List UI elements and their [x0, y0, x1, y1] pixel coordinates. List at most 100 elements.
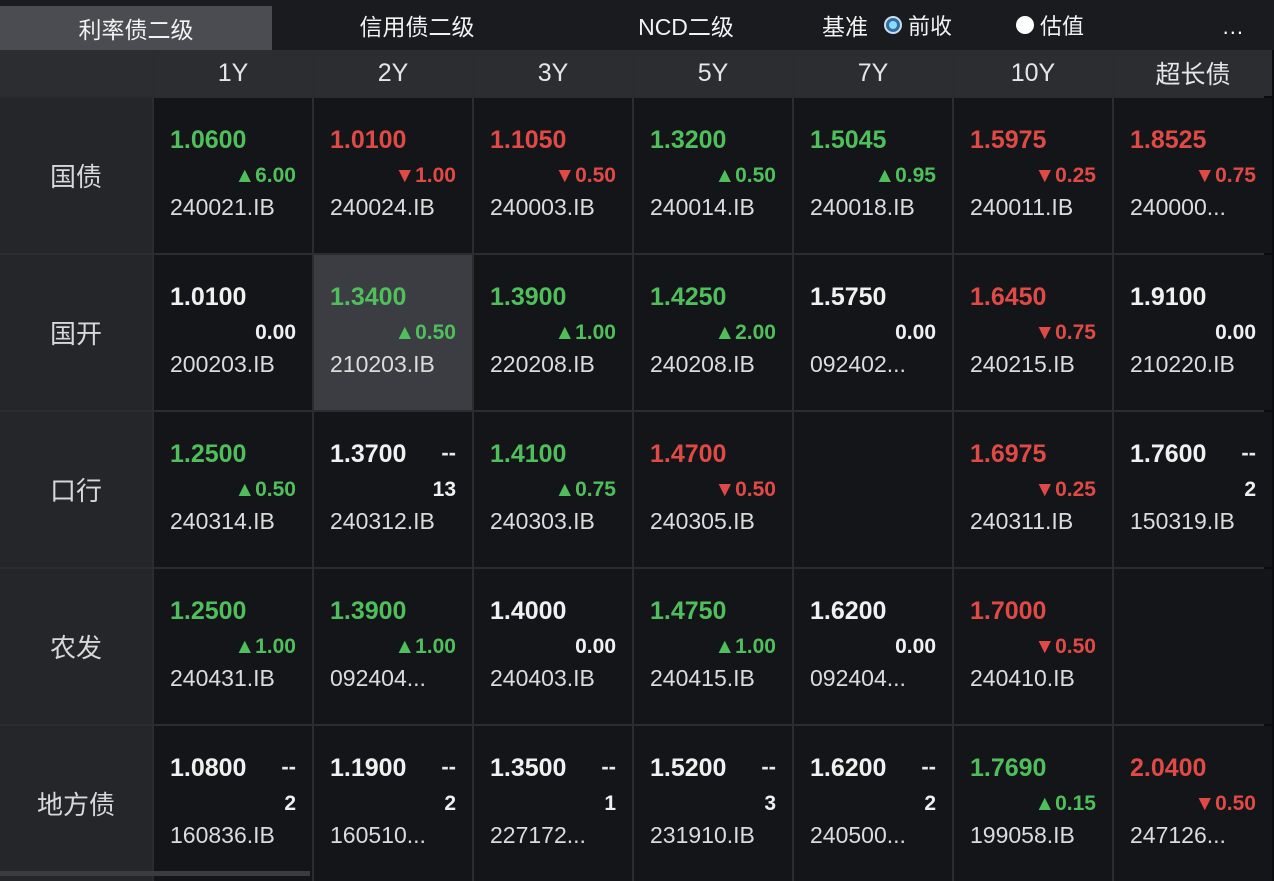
bond-code: 160510... — [330, 822, 426, 848]
yield-rate: 1.4250 — [650, 283, 727, 311]
column-header: 1Y — [154, 50, 312, 96]
bond-code: 240303.IB — [490, 508, 595, 534]
tab-ncd-secondary[interactable]: NCD二级 — [638, 14, 734, 40]
quote-cell[interactable]: 1.2500 ▲1.00 240431.IB — [154, 569, 312, 724]
bond-code: 227172... — [490, 822, 586, 848]
column-header: 10Y — [954, 50, 1112, 96]
quote-cell[interactable]: 1.3200 ▲0.50 240014.IB — [634, 98, 792, 253]
quote-cell[interactable]: 1.4100 ▲0.75 240303.IB — [474, 412, 632, 567]
quote-cell[interactable]: 1.8525 ▼0.75 240000... — [1114, 98, 1272, 253]
quote-cell[interactable]: 1.9100 0.00 210220.IB — [1114, 255, 1272, 410]
yield-change: ▼0.25 — [1034, 478, 1096, 501]
quote-cell[interactable]: 1.1050 ▼0.50 240003.IB — [474, 98, 632, 253]
quote-cell[interactable]: 1.0600 ▲6.00 240021.IB — [154, 98, 312, 253]
bond-code: 240305.IB — [650, 508, 755, 534]
quote-cell[interactable]: 1.4700 ▼0.50 240305.IB — [634, 412, 792, 567]
bond-code: 240312.IB — [330, 508, 435, 534]
row-header: 农发 — [0, 569, 152, 724]
tab-rate-bond-secondary[interactable]: 利率债二级 — [0, 6, 272, 50]
yield-change: ▼0.50 — [714, 478, 776, 501]
quote-cell[interactable]: 1.7000 ▼0.50 240410.IB — [954, 569, 1112, 724]
row-header: 国债 — [0, 98, 152, 253]
yield-rate: 1.6975 — [970, 440, 1047, 468]
quote-cell[interactable]: 1.6200 -- 2 240500... — [794, 726, 952, 881]
bond-code: 150319.IB — [1130, 508, 1235, 534]
quote-cell[interactable]: 1.3700 -- 13 240312.IB — [314, 412, 472, 567]
quote-cell[interactable]: 1.5045 ▲0.95 240018.IB — [794, 98, 952, 253]
quote-cell[interactable]: 1.5750 0.00 092402... — [794, 255, 952, 410]
more-button[interactable]: ... — [1222, 14, 1244, 39]
bond-code: 240014.IB — [650, 194, 755, 220]
bond-code: 240311.IB — [970, 508, 1074, 534]
quote-cell[interactable]: 1.6200 0.00 092404... — [794, 569, 952, 724]
yield-rate: 1.3900 — [330, 597, 407, 625]
quote-cell[interactable]: 1.1900 -- 2 160510... — [314, 726, 472, 881]
radio-valuation[interactable]: 估值 — [1016, 9, 1084, 41]
bond-code: 240011.IB — [970, 194, 1074, 220]
radio-previous-close[interactable]: 前收 — [884, 9, 952, 41]
no-change-dash: -- — [441, 754, 456, 779]
yield-rate: 2.0400 — [1130, 754, 1207, 782]
yield-rate: 1.0100 — [330, 126, 407, 154]
bond-code: 240003.IB — [490, 194, 595, 220]
yield-change: 13 — [432, 478, 456, 501]
yield-change: 0.00 — [1215, 321, 1256, 344]
yield-rate: 1.2500 — [170, 440, 247, 468]
quote-cell[interactable]: 1.0100 0.00 200203.IB — [154, 255, 312, 410]
quote-cell[interactable]: 1.7690 ▲0.15 199058.IB — [954, 726, 1112, 881]
yield-rate: 1.6200 — [810, 597, 887, 625]
yield-rate: 1.3500 — [490, 754, 567, 782]
bond-code: 240403.IB — [490, 665, 595, 691]
quote-cell[interactable]: 1.4250 ▲2.00 240208.IB — [634, 255, 792, 410]
yield-rate: 1.0100 — [170, 283, 247, 311]
quote-cell[interactable]: 1.6450 ▼0.75 240215.IB — [954, 255, 1112, 410]
quote-cell[interactable]: 1.3900 ▲1.00 092404... — [314, 569, 472, 724]
yield-change: ▼0.50 — [554, 164, 616, 187]
yield-rate: 1.7000 — [970, 597, 1047, 625]
quote-cell[interactable]: 1.3400 ▲0.50 210203.IB — [314, 255, 472, 410]
quote-cell[interactable]: 1.3500 -- 1 227172... — [474, 726, 632, 881]
column-header: 2Y — [314, 50, 472, 96]
yield-change: 2 — [924, 792, 936, 815]
grid-corner — [0, 50, 152, 96]
bond-code: 210220.IB — [1130, 351, 1235, 377]
yield-grid: 1Y 2Y 3Y 5Y 7Y 10Y 超长债 国债 1.0600 ▲6.00 2400… — [0, 50, 1272, 881]
yield-change: ▲0.50 — [394, 321, 456, 344]
yield-rate: 1.9100 — [1130, 283, 1207, 311]
yield-rate: 1.5975 — [970, 126, 1047, 154]
bond-code: 240021.IB — [170, 194, 275, 220]
yield-rate: 1.3400 — [330, 283, 407, 311]
yield-change: ▲1.00 — [714, 635, 776, 658]
bond-code: 220208.IB — [490, 351, 595, 377]
quote-cell[interactable]: 1.4000 0.00 240403.IB — [474, 569, 632, 724]
yield-rate: 1.0600 — [170, 126, 247, 154]
quote-cell[interactable]: 1.2500 ▲0.50 240314.IB — [154, 412, 312, 567]
yield-change: 2 — [444, 792, 456, 815]
quote-cell[interactable]: 1.5975 ▼0.25 240011.IB — [954, 98, 1112, 253]
yield-change: 0.00 — [895, 635, 936, 658]
yield-rate: 1.5200 — [650, 754, 727, 782]
yield-change: ▲0.50 — [714, 164, 776, 187]
yield-change: ▲2.00 — [714, 321, 776, 344]
quote-cell-empty — [1114, 569, 1272, 724]
scroll-indicator — [0, 871, 310, 876]
quote-cell[interactable]: 1.6975 ▼0.25 240311.IB — [954, 412, 1112, 567]
yield-change: ▲0.50 — [234, 478, 296, 501]
yield-change: ▲1.00 — [394, 635, 456, 658]
quote-cell[interactable]: 1.4750 ▲1.00 240415.IB — [634, 569, 792, 724]
quote-cell[interactable]: 1.0800 -- 2 160836.IB — [154, 726, 312, 881]
row-header: 口行 — [0, 412, 152, 567]
quote-cell[interactable]: 1.0100 ▼1.00 240024.IB — [314, 98, 472, 253]
yield-change: ▼0.75 — [1194, 164, 1256, 187]
tab-credit-bond-secondary[interactable]: 信用债二级 — [359, 14, 475, 40]
yield-change: ▼0.75 — [1034, 321, 1096, 344]
quote-cell[interactable]: 1.7600 -- 2 150319.IB — [1114, 412, 1272, 567]
yield-rate: 1.4000 — [490, 597, 567, 625]
yield-change: ▲1.00 — [234, 635, 296, 658]
quote-cell[interactable]: 1.5200 -- 3 231910.IB — [634, 726, 792, 881]
bond-code: 160836.IB — [170, 822, 275, 848]
quote-cell[interactable]: 1.3900 ▲1.00 220208.IB — [474, 255, 632, 410]
column-header: 3Y — [474, 50, 632, 96]
quote-cell[interactable]: 2.0400 ▼0.50 247126... — [1114, 726, 1272, 881]
yield-change: 1 — [604, 792, 616, 815]
